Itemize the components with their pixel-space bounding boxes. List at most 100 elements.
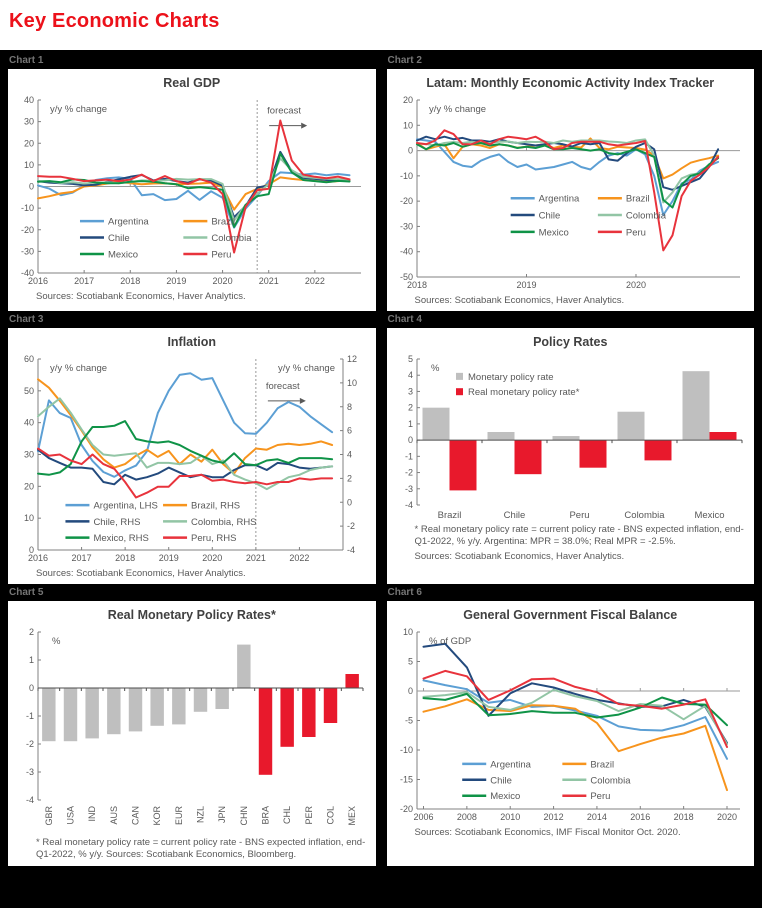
chart-3-cell: Chart 3 Inflation 0 10 20 30 40 50 60 -4 -2 0 2 4 6 8… <box>8 311 376 585</box>
svg-text:Brazil: Brazil <box>625 194 649 205</box>
svg-text:-30: -30 <box>399 221 412 231</box>
svg-text:Monetary policy rate: Monetary policy rate <box>468 372 554 383</box>
svg-text:CHL: CHL <box>282 806 292 824</box>
svg-text:NZL: NZL <box>196 806 206 823</box>
svg-text:0: 0 <box>407 686 412 696</box>
svg-text:-2: -2 <box>26 739 34 749</box>
svg-text:Mexico: Mexico <box>490 792 520 803</box>
svg-text:-4: -4 <box>404 500 412 510</box>
svg-text:-1: -1 <box>26 711 34 721</box>
svg-text:3: 3 <box>407 387 412 397</box>
chart-6-source: Sources: Scotiabank Economics, IMF Fisca… <box>414 827 681 839</box>
svg-text:Argentina: Argentina <box>108 217 149 228</box>
svg-text:-30: -30 <box>21 246 34 256</box>
svg-text:-10: -10 <box>399 171 412 181</box>
svg-text:1: 1 <box>407 419 412 429</box>
svg-text:-15: -15 <box>399 775 412 785</box>
chart-1-panel: Real GDP -40 -30 -20 -10 0 10 20 30 40 2016 2017 20… <box>8 69 376 312</box>
svg-text:50: 50 <box>24 386 34 396</box>
chart-2-panel: Latam: Monthly Economic Activity Index T… <box>386 69 754 312</box>
svg-text:forecast: forecast <box>267 106 301 117</box>
svg-text:10: 10 <box>24 513 34 523</box>
svg-text:Peru: Peru <box>211 249 231 260</box>
svg-text:Mexico, RHS: Mexico, RHS <box>93 533 148 544</box>
svg-text:0: 0 <box>407 146 412 156</box>
svg-text:%: % <box>52 636 61 647</box>
svg-text:4: 4 <box>407 370 412 380</box>
svg-text:y/y % change: y/y % change <box>50 363 107 374</box>
svg-text:Peru: Peru <box>590 792 610 803</box>
svg-text:-1: -1 <box>404 451 412 461</box>
svg-text:Argentina, LHS: Argentina, LHS <box>93 501 157 512</box>
real-gdp-plot: -40 -30 -20 -10 0 10 20 30 40 2016 2017 2018 2019 202… <box>21 95 361 286</box>
chart-6-label: Chart 6 <box>387 587 422 599</box>
svg-text:-10: -10 <box>21 203 34 213</box>
policy-rates-plot: -4 -3 -2 -1 0 1 2 3 4 5 Brazil Chile Peru Colombia Mex… <box>404 354 742 521</box>
svg-text:Peru: Peru <box>569 510 589 521</box>
svg-text:10: 10 <box>347 378 357 388</box>
svg-text:Argentina: Argentina <box>490 760 531 771</box>
svg-text:-4: -4 <box>26 795 34 805</box>
svg-text:-20: -20 <box>399 804 412 814</box>
chart-5-footnote: * Real monetary policy rate = current po… <box>36 837 366 861</box>
svg-text:2016: 2016 <box>28 553 48 563</box>
chart-1-cell: Chart 1 Real GDP -40 -30 -20 -10 0 10 20 30 40 20… <box>8 52 376 312</box>
svg-text:2: 2 <box>347 474 352 484</box>
svg-text:MEX: MEX <box>347 806 357 826</box>
svg-text:4: 4 <box>347 450 352 460</box>
svg-text:Chile: Chile <box>538 211 560 222</box>
svg-text:CHN: CHN <box>239 806 249 826</box>
activity-index-plot: -50 -40 -30 -20 -10 0 10 20 2018 2019 2020 y/y % ch… <box>399 95 740 290</box>
chart-6-cell: Chart 6 General Government Fiscal Balanc… <box>386 584 754 866</box>
fiscal-balance-plot: -20 -15 -10 -5 0 5 10 2006 2008 2010 2012 2014 2016 2… <box>399 627 740 822</box>
svg-text:KOR: KOR <box>152 806 162 826</box>
svg-text:-20: -20 <box>399 196 412 206</box>
svg-text:2020: 2020 <box>716 812 736 822</box>
svg-text:2016: 2016 <box>28 276 48 286</box>
svg-text:forecast: forecast <box>266 381 300 392</box>
chart-5-panel: Real Monetary Policy Rates* -4 -3 -2 -1 0 1 2 G… <box>8 601 376 866</box>
chart-1-title: Real GDP <box>163 76 221 90</box>
svg-text:Chile: Chile <box>490 776 512 787</box>
svg-text:10: 10 <box>402 120 412 130</box>
svg-text:Colombia: Colombia <box>211 233 252 244</box>
inflation-plot: 0 10 20 30 40 50 60 -4 -2 0 2 4 6 8 10 12 2016 2017 2018 20… <box>24 354 357 563</box>
svg-text:-40: -40 <box>399 247 412 257</box>
chart-4-cell: Chart 4 Policy Rates -4 -3 -2 -1 0 1 2 3 4 5 Brazi… <box>386 311 754 585</box>
chart-6-title: General Government Fiscal Balance <box>463 608 678 623</box>
chart-6-panel: General Government Fiscal Balance -20 -15… <box>386 601 754 866</box>
svg-text:2018: 2018 <box>120 276 140 286</box>
svg-text:30: 30 <box>24 117 34 127</box>
svg-text:30: 30 <box>24 450 34 460</box>
svg-text:-5: -5 <box>404 716 412 726</box>
svg-text:2016: 2016 <box>630 812 650 822</box>
chart-3-title: Inflation <box>167 335 217 350</box>
charts-grid: Chart 1 Real GDP -40 -30 -20 -10 0 10 20 30 40 20… <box>0 50 762 876</box>
svg-text:2018: 2018 <box>115 553 135 563</box>
svg-text:2014: 2014 <box>586 812 606 822</box>
svg-text:10: 10 <box>24 160 34 170</box>
svg-text:0: 0 <box>29 683 34 693</box>
svg-text:Brazil: Brazil <box>590 760 614 771</box>
svg-text:JPN: JPN <box>217 806 227 823</box>
svg-text:0: 0 <box>29 545 34 555</box>
svg-text:Colombia: Colombia <box>624 510 665 521</box>
svg-text:5: 5 <box>407 657 412 667</box>
svg-text:Brazil: Brazil <box>211 217 235 228</box>
svg-text:Chile: Chile <box>108 233 130 244</box>
svg-text:EUR: EUR <box>174 806 184 826</box>
chart-4-title: Policy Rates <box>533 335 608 350</box>
chart-5-label: Chart 5 <box>9 587 44 599</box>
svg-text:2012: 2012 <box>543 812 563 822</box>
svg-text:5: 5 <box>407 354 412 364</box>
chart-3-label: Chart 3 <box>9 314 44 326</box>
svg-text:Colombia: Colombia <box>625 211 666 222</box>
svg-text:-10: -10 <box>399 745 412 755</box>
svg-text:% of GDP: % of GDP <box>429 636 471 647</box>
chart-4-label: Chart 4 <box>387 314 422 326</box>
svg-text:6: 6 <box>347 426 352 436</box>
chart-4-panel: Policy Rates -4 -3 -2 -1 0 1 2 3 4 5 Brazil Chile Pe… <box>386 328 754 585</box>
svg-text:Peru, RHS: Peru, RHS <box>191 533 236 544</box>
chart-2-title: Latam: Monthly Economic Activity Index T… <box>426 76 715 90</box>
svg-text:y/y % change: y/y % change <box>50 104 107 115</box>
